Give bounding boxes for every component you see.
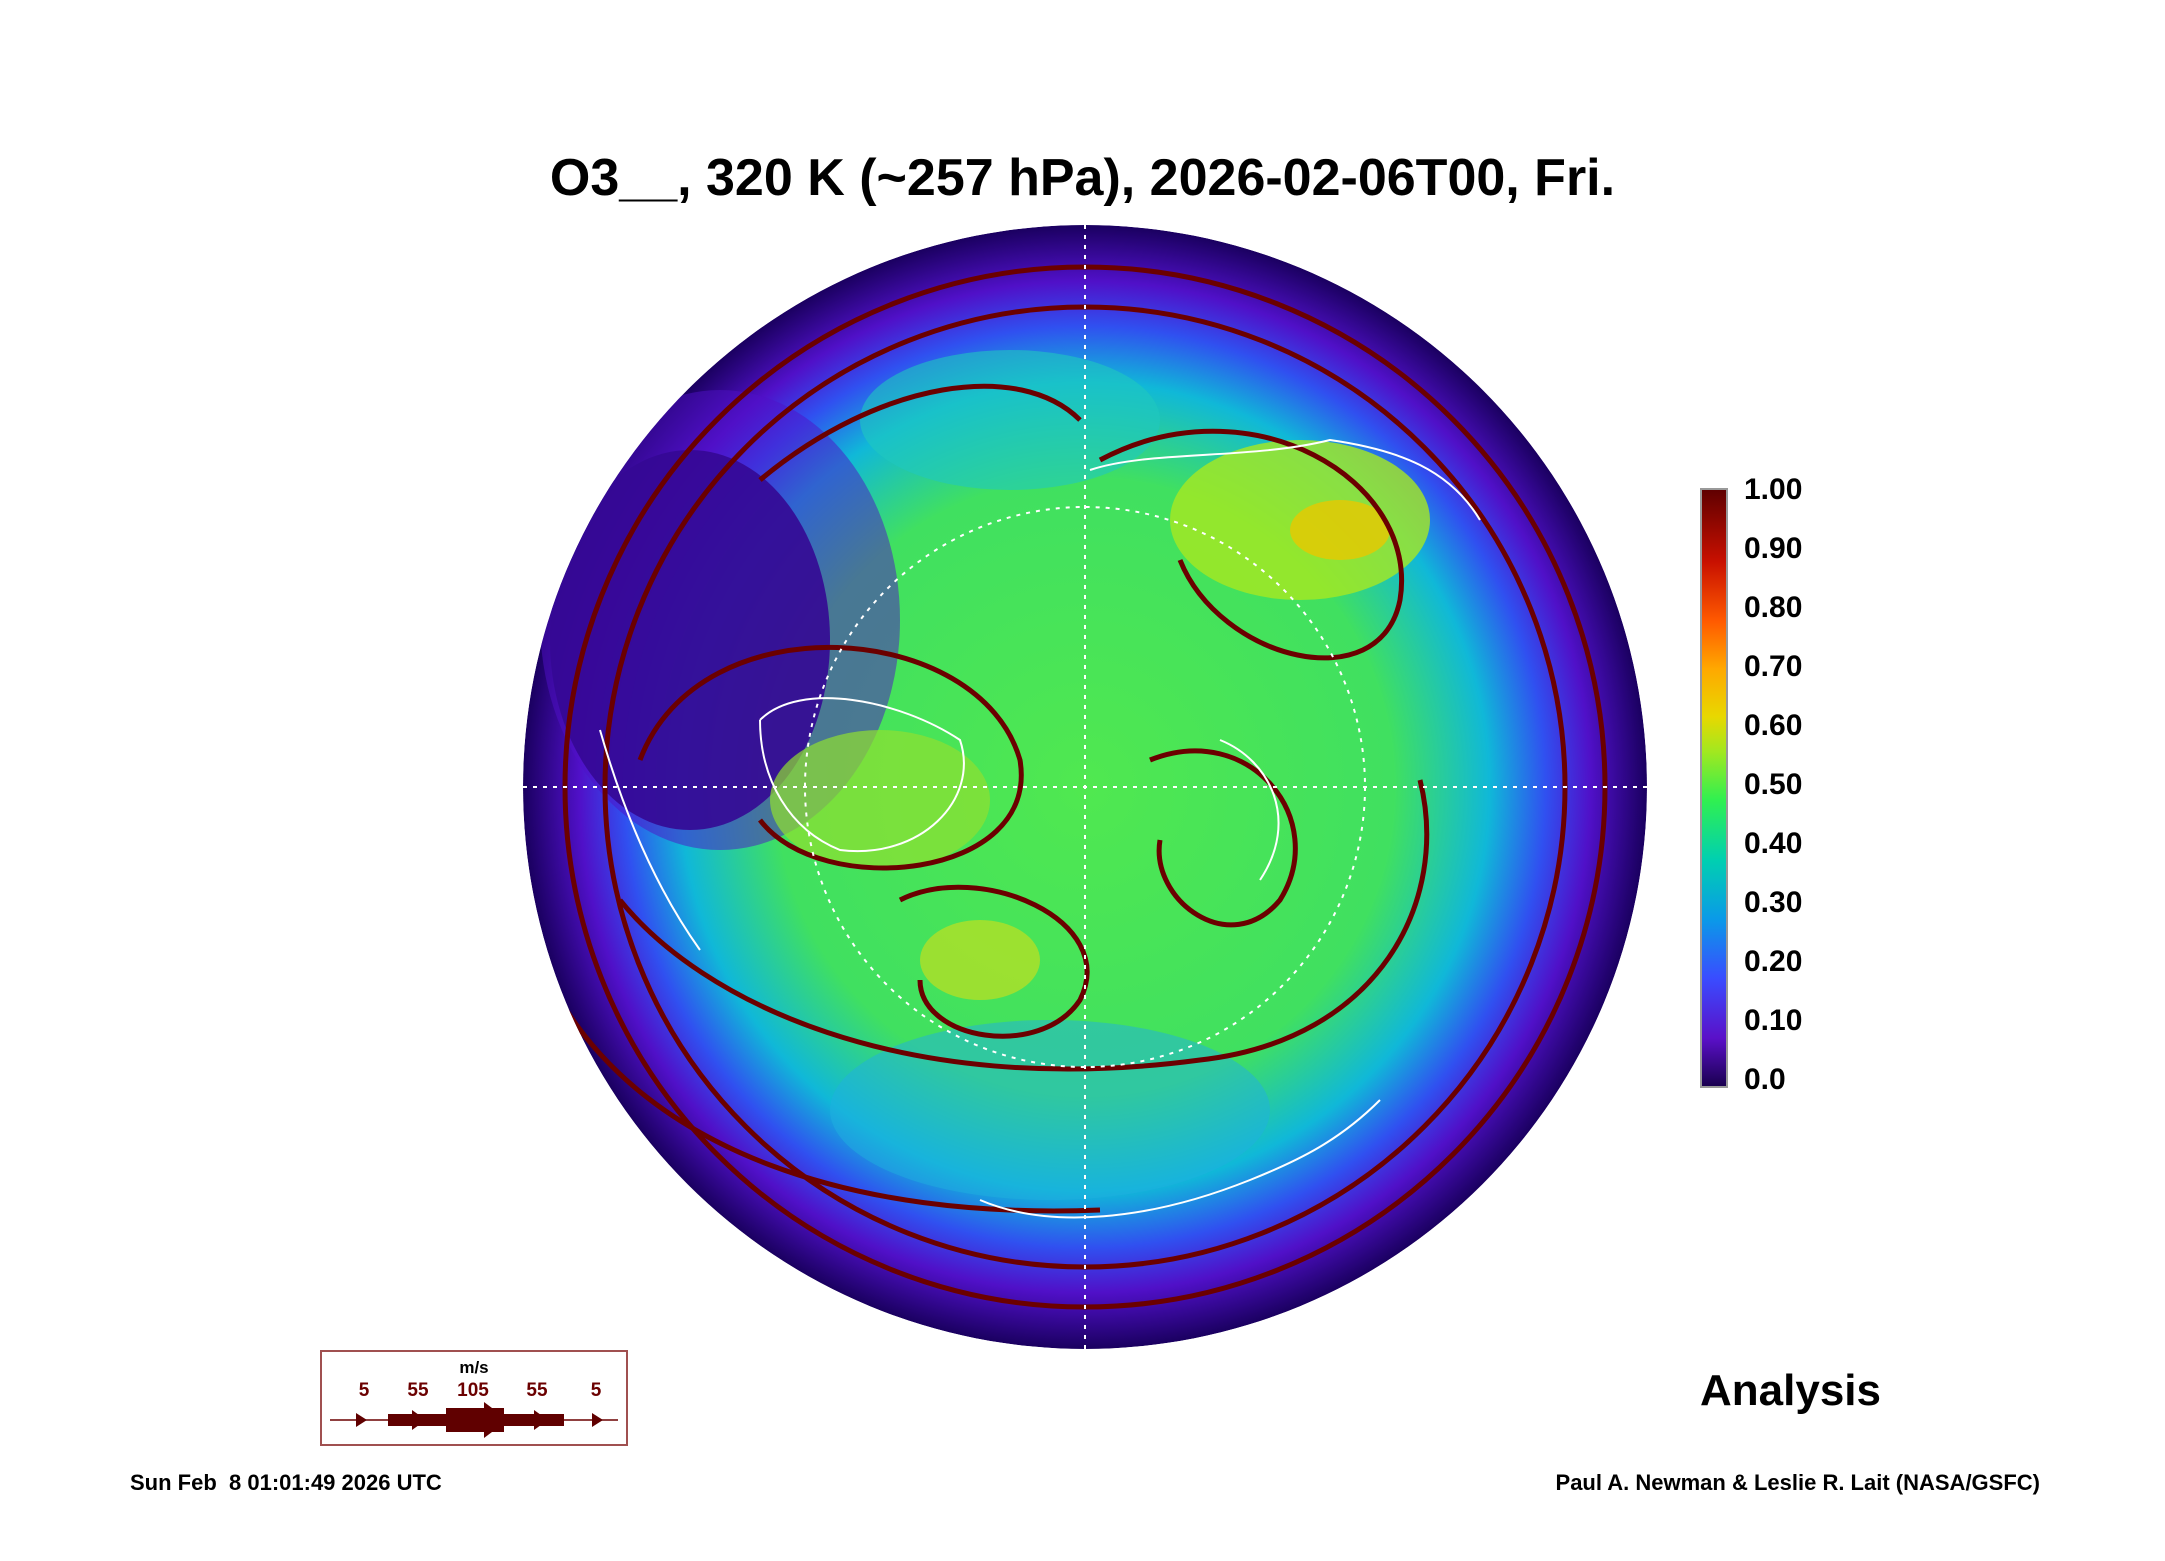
colorbar-tick: 0.80 [1744,591,1803,624]
ozone-field [523,225,1647,1349]
wind-legend-value: 55 [526,1380,548,1401]
colorbar [1700,488,1728,1088]
wind-speed-legend: m/s 5 55 105 55 5 [320,1350,628,1446]
coastlines [599,438,1481,1219]
wind-legend-value: 55 [407,1380,429,1401]
colorbar-tick: 0.0 [1744,1063,1786,1096]
wind-legend-value: 5 [590,1380,602,1401]
wind-legend-value: 5 [358,1380,370,1401]
colorbar-tick: 1.00 [1744,473,1803,506]
graticule [523,225,1647,1349]
wind-arrow-scale [330,1402,618,1438]
plot-title: O3__, 320 K (~257 hPa), 2026-02-06T00, F… [549,149,1616,207]
colorbar-tick: 0.70 [1744,650,1803,683]
generated-timestamp: Sun Feb 8 01:01:49 2026 UTC [130,1470,442,1495]
colorbar-tick: 0.40 [1744,827,1803,860]
wind-legend-value: 105 [457,1380,489,1401]
colorbar-tick: 0.90 [1744,532,1803,565]
colorbar-tick: 0.60 [1744,709,1803,742]
colorbar-tick: 0.30 [1744,886,1803,919]
colorbar-tick: 0.20 [1744,945,1803,978]
colorbar-tick: 0.50 [1744,768,1803,801]
colorbar-tick: 0.10 [1744,1004,1803,1037]
credit-text: Paul A. Newman & Leslie R. Lait (NASA/GS… [1555,1470,2040,1495]
wind-unit: m/s [459,1358,489,1377]
analysis-label: Analysis [1700,1366,1881,1415]
